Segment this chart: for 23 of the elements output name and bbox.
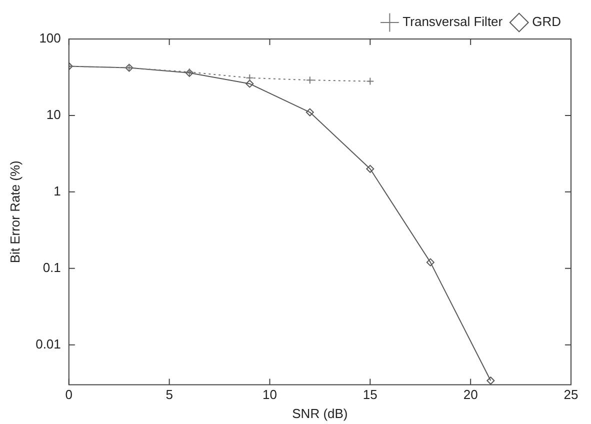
x-tick-label: 10 xyxy=(262,387,277,402)
x-tick-label: 15 xyxy=(362,387,378,402)
y-tick-label: 0.01 xyxy=(36,336,61,352)
y-tick-label: 100 xyxy=(39,30,61,46)
x-tick-label: 5 xyxy=(166,387,173,402)
point xyxy=(426,258,434,266)
x-tick-label: 25 xyxy=(564,387,578,402)
legend-label: GRD xyxy=(532,14,561,30)
x-axis-title: SNR (dB) xyxy=(292,406,348,421)
point xyxy=(366,77,374,86)
point xyxy=(486,376,495,385)
y-tick-label: 1 xyxy=(54,183,61,198)
point xyxy=(366,164,374,173)
x-tick-label: 20 xyxy=(463,387,478,402)
point xyxy=(306,108,314,116)
point xyxy=(246,74,254,82)
y-tick-label: 0.1 xyxy=(42,260,61,275)
point xyxy=(306,76,314,84)
legend-label: Transversal Filter xyxy=(402,14,504,30)
point xyxy=(246,80,254,88)
y-tick-label: 10 xyxy=(46,107,61,122)
x-tick-label: 0 xyxy=(65,387,73,402)
y-axis-title: Bit Error Rate (%) xyxy=(7,160,22,264)
